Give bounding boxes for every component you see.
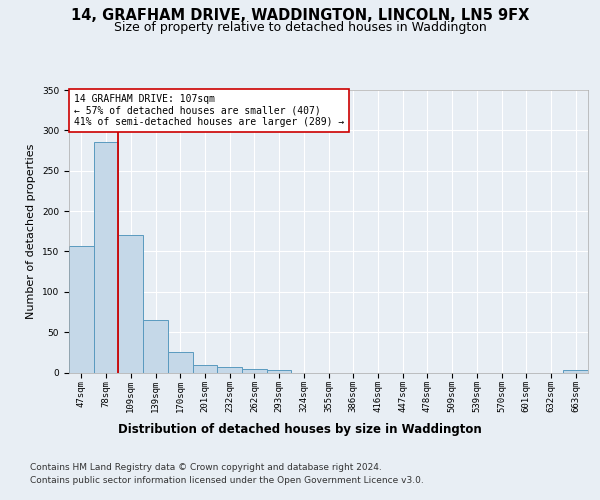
Bar xyxy=(69,246,94,372)
Bar xyxy=(242,370,267,372)
Bar xyxy=(217,367,242,372)
Bar xyxy=(563,370,588,372)
Text: Contains HM Land Registry data © Crown copyright and database right 2024.: Contains HM Land Registry data © Crown c… xyxy=(30,462,382,471)
Y-axis label: Number of detached properties: Number of detached properties xyxy=(26,144,37,319)
Text: 14 GRAFHAM DRIVE: 107sqm
← 57% of detached houses are smaller (407)
41% of semi-: 14 GRAFHAM DRIVE: 107sqm ← 57% of detach… xyxy=(74,94,344,128)
Bar xyxy=(118,236,143,372)
Bar xyxy=(193,365,217,372)
Text: Distribution of detached houses by size in Waddington: Distribution of detached houses by size … xyxy=(118,422,482,436)
Text: Contains public sector information licensed under the Open Government Licence v3: Contains public sector information licen… xyxy=(30,476,424,485)
Text: 14, GRAFHAM DRIVE, WADDINGTON, LINCOLN, LN5 9FX: 14, GRAFHAM DRIVE, WADDINGTON, LINCOLN, … xyxy=(71,8,529,22)
Text: Size of property relative to detached houses in Waddington: Size of property relative to detached ho… xyxy=(113,21,487,34)
Bar xyxy=(267,370,292,372)
Bar xyxy=(94,142,118,372)
Bar xyxy=(168,352,193,372)
Bar xyxy=(143,320,168,372)
